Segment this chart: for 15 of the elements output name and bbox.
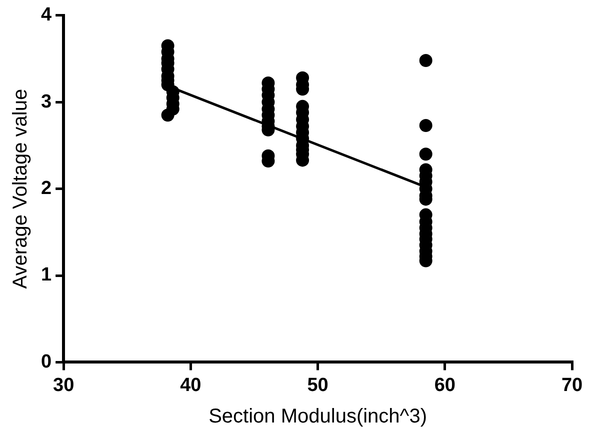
point bbox=[419, 119, 432, 132]
y-tick-label: 2 bbox=[40, 178, 52, 200]
x-tick-label: 40 bbox=[180, 374, 202, 396]
x-axis-title: Section Modulus(inch^3) bbox=[208, 406, 427, 428]
point bbox=[419, 54, 432, 67]
x-tick-label: 70 bbox=[561, 374, 583, 396]
x-tick-label: 60 bbox=[434, 374, 456, 396]
x-tick-label: 30 bbox=[52, 374, 74, 396]
y-tick-label: 0 bbox=[40, 351, 52, 372]
y-tick-label: 4 bbox=[40, 4, 52, 26]
x-tick-label: 50 bbox=[307, 374, 328, 396]
point bbox=[419, 148, 432, 161]
y-axis-title: Average Voltage value bbox=[10, 88, 32, 289]
y-tick-label: 1 bbox=[40, 264, 52, 286]
y-tick-label: 3 bbox=[40, 91, 52, 112]
